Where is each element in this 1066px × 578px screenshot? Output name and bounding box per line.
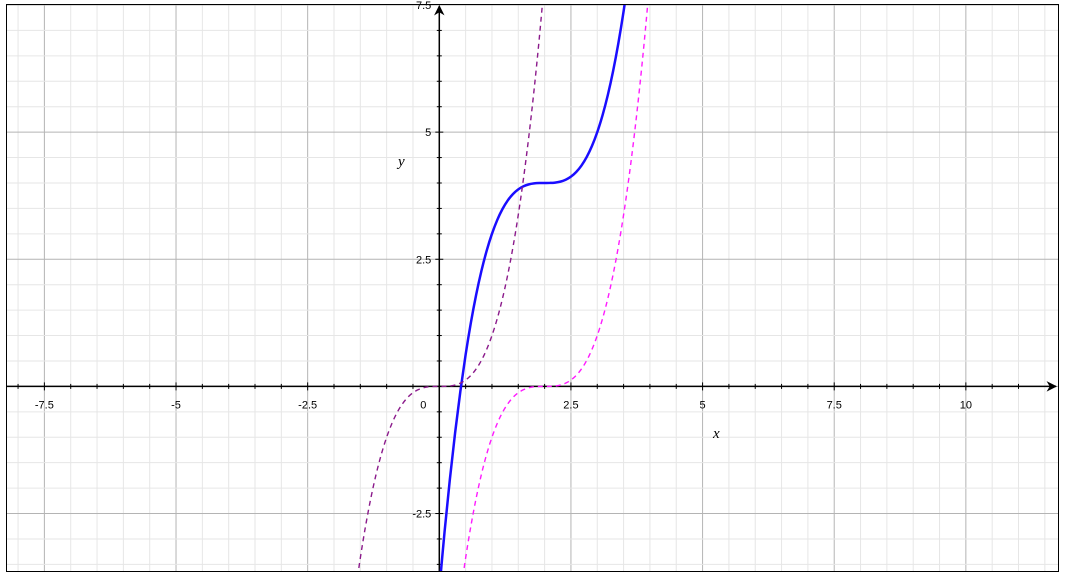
x-axis-label: x	[712, 426, 720, 442]
x-tick-label: 0	[420, 399, 426, 411]
x-tick-label: 2.5	[563, 399, 578, 411]
y-tick-label: 5	[425, 127, 431, 139]
plot-frame	[6, 4, 1059, 572]
y-tick-label: -2.5	[412, 509, 431, 521]
tick-labels: -7.5 -5 -2.5 0 2.5 5 7.5 10 -2.5 2.5 5 7.5	[35, 0, 972, 521]
grid	[7, 5, 1058, 571]
curves	[357, 5, 649, 571]
x-tick-label: 7.5	[827, 399, 842, 411]
x-tick-label: -5	[171, 399, 181, 411]
y-axis-label: y	[396, 154, 405, 170]
series-2-curve	[463, 5, 649, 571]
x-tick-label: -2.5	[298, 399, 317, 411]
y-tick-label: 2.5	[416, 254, 431, 266]
x-tick-label: 10	[960, 399, 972, 411]
y-tick-label: 7.5	[416, 0, 431, 12]
x-tick-label: 5	[700, 399, 706, 411]
series-0-curve	[439, 5, 626, 571]
x-tick-label: -7.5	[35, 399, 54, 411]
axes	[7, 4, 1058, 571]
